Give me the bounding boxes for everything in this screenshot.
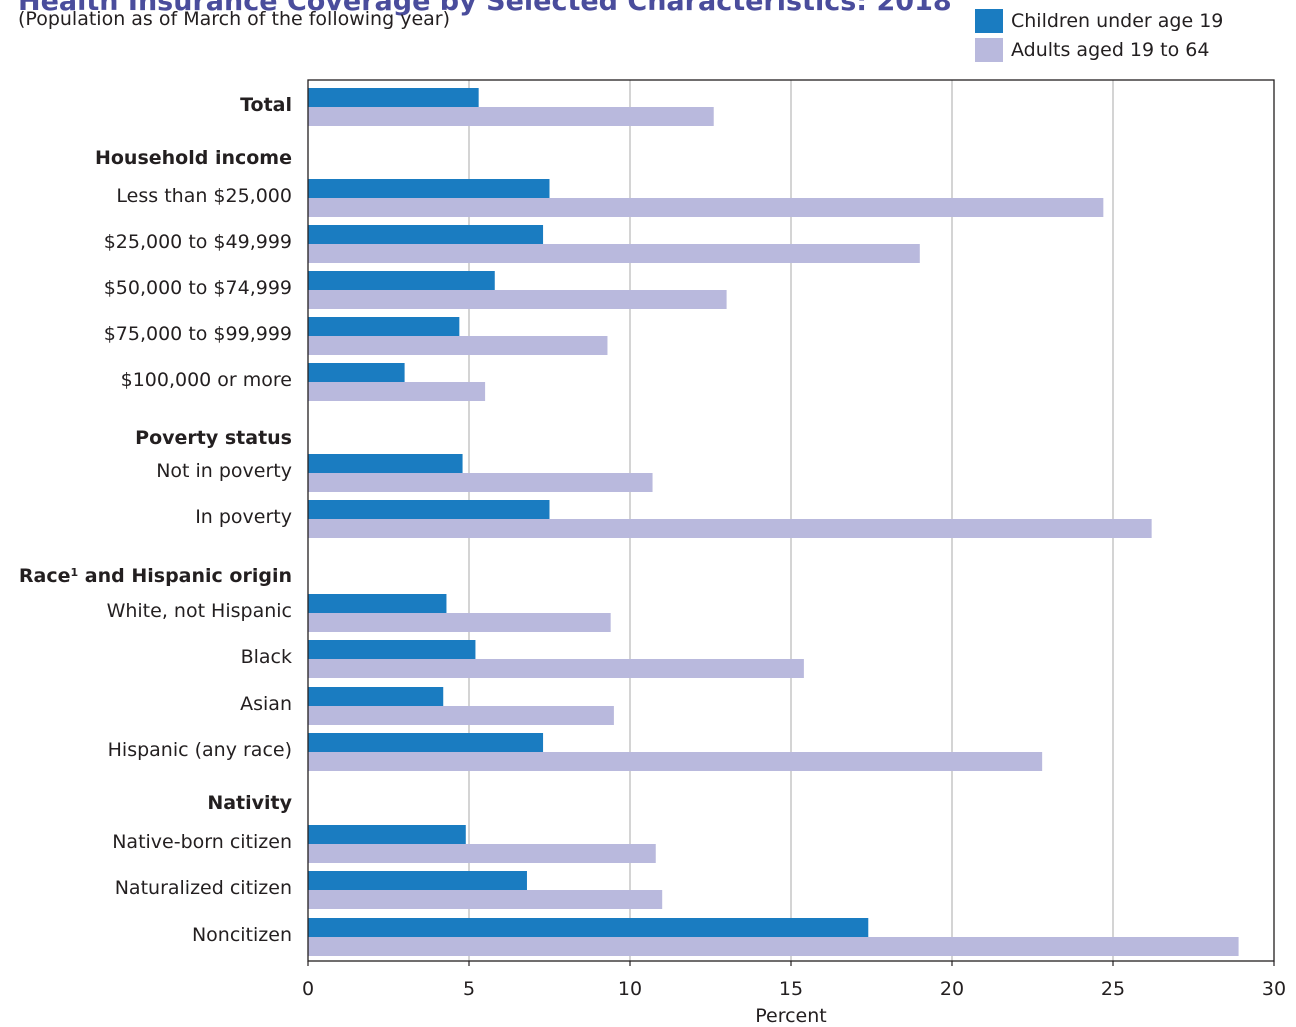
legend-label-adults: Adults aged 19 to 64 <box>1011 38 1210 61</box>
bar-adults <box>308 890 663 909</box>
bar-children <box>308 871 527 890</box>
category-label: Noncitizen <box>192 924 292 946</box>
bar-children <box>308 594 447 613</box>
category-label: Nativity <box>207 792 292 814</box>
bar-children <box>308 733 544 752</box>
bar-adults <box>308 844 656 863</box>
bar-adults <box>308 382 486 401</box>
legend-swatch-children <box>975 8 1003 33</box>
legend-swatch-adults <box>975 37 1003 62</box>
category-label: Hispanic (any race) <box>108 739 292 761</box>
category-label: Native-born citizen <box>112 831 292 853</box>
bar-adults <box>308 706 614 725</box>
bar-children <box>308 640 476 659</box>
legend-item-adults: Adults aged 19 to 64 <box>975 35 1223 64</box>
tick-label: 5 <box>463 978 475 1000</box>
tick-label: 10 <box>618 978 642 1000</box>
category-label: Asian <box>240 693 292 715</box>
bar-children <box>308 225 544 244</box>
category-label: Not in poverty <box>156 460 292 482</box>
bar-adults <box>308 198 1104 217</box>
bar-children <box>308 687 444 706</box>
bar-children <box>308 317 460 336</box>
bar-adults <box>308 519 1152 538</box>
legend: Children under age 19 Adults aged 19 to … <box>975 6 1223 64</box>
bar-adults <box>308 336 608 355</box>
bar-children <box>308 88 479 107</box>
bar-children <box>308 825 466 844</box>
chart-subtitle: (Population as of March of the following… <box>18 8 450 30</box>
bar-adults <box>308 473 653 492</box>
category-label: $100,000 or more <box>121 369 292 391</box>
category-label: White, not Hispanic <box>107 600 292 622</box>
category-label: $50,000 to $74,999 <box>104 277 292 299</box>
bar-children <box>308 454 463 473</box>
category-label: Less than $25,000 <box>116 185 292 207</box>
category-label: $25,000 to $49,999 <box>104 231 292 253</box>
category-label: $75,000 to $99,999 <box>104 323 292 345</box>
tick-label: 15 <box>779 978 803 1000</box>
bar-adults <box>308 107 714 126</box>
bar-adults <box>308 752 1043 771</box>
tick-label: 25 <box>1101 978 1125 1000</box>
bar-children <box>308 179 550 198</box>
bar-adults <box>308 290 727 309</box>
x-axis-label: Percent <box>755 1005 827 1027</box>
bar-adults <box>308 659 804 678</box>
bar-adults <box>308 244 920 263</box>
bar-adults <box>308 937 1239 956</box>
category-label: Total <box>240 94 292 116</box>
tick-label: 0 <box>302 978 314 1000</box>
category-label: Race1 and Hispanic origin <box>19 565 292 587</box>
tick-label: 20 <box>940 978 964 1000</box>
bar-children <box>308 500 550 519</box>
category-label: Household income <box>95 147 292 169</box>
category-label: In poverty <box>195 506 292 528</box>
category-label: Poverty status <box>135 427 292 449</box>
legend-item-children: Children under age 19 <box>975 6 1223 35</box>
legend-label-children: Children under age 19 <box>1011 9 1224 32</box>
category-label: Naturalized citizen <box>115 877 292 899</box>
bar-adults <box>308 613 611 632</box>
bar-children <box>308 363 405 382</box>
category-label: Black <box>241 646 292 668</box>
bar-children <box>308 918 869 937</box>
bar-children <box>308 271 495 290</box>
chart-title: Health Insurance Coverage by Selected Ch… <box>18 0 952 17</box>
tick-label: 30 <box>1262 978 1286 1000</box>
